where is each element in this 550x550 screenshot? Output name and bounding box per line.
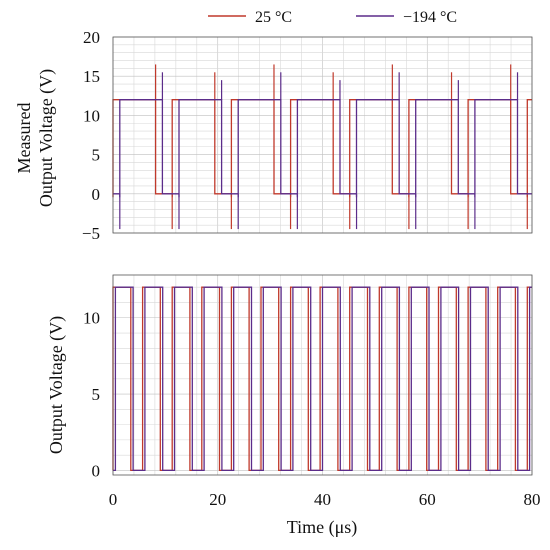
x-axis-label: Time (μs) (287, 517, 358, 538)
bottom-x-tick-label: 80 (524, 490, 541, 509)
bottom-x-tick-label: 40 (314, 490, 331, 509)
chart-bottom: 0 5 10 0 20 40 60 80 Output Voltage (V) Time (… (46, 274, 541, 538)
bottom-y-tick-label: 10 (83, 309, 100, 328)
top-y-tick-label: 0 (92, 185, 101, 204)
bottom-x-tick-label: 0 (109, 490, 118, 509)
bottom-x-ticks: 0 20 40 60 80 (109, 490, 541, 509)
bottom-y-ticks: 0 5 10 (83, 309, 100, 481)
top-y-tick-label: 15 (83, 67, 100, 86)
bottom-y-axis-label: Output Voltage (V) (46, 316, 67, 454)
top-y-tick-label: 10 (83, 106, 100, 125)
bottom-series-group (112, 286, 532, 472)
bottom-y-tick-label: 5 (92, 385, 101, 404)
bottom-series-line-minus194c (113, 286, 532, 472)
top-series-line-25c (112, 99, 532, 198)
top-y-tick-label: 5 (92, 146, 101, 165)
top-y-axis-label-line2: Output Voltage (V) (36, 69, 57, 207)
bottom-x-tick-label: 60 (419, 490, 436, 509)
top-y-axis-label-line1: Measured (14, 103, 34, 174)
bottom-x-tick-label: 20 (209, 490, 226, 509)
top-plot-frame (112, 36, 533, 234)
chart-top: −5 0 5 10 15 20 Measured Output Voltage (V) (14, 28, 533, 243)
top-series-group (112, 64, 532, 230)
legend-label-25c: 25 °C (255, 9, 292, 26)
legend-label-minus194c: −194 °C (403, 9, 457, 26)
bottom-y-tick-label: 0 (92, 461, 101, 480)
bottom-plot-frame (112, 274, 533, 476)
top-grid (112, 36, 533, 234)
top-y-tick-label: −5 (82, 224, 100, 243)
top-y-tick-label: 20 (83, 28, 100, 47)
legend: 25 °C −194 °C (208, 9, 457, 26)
top-y-ticks: −5 0 5 10 15 20 (82, 28, 100, 243)
